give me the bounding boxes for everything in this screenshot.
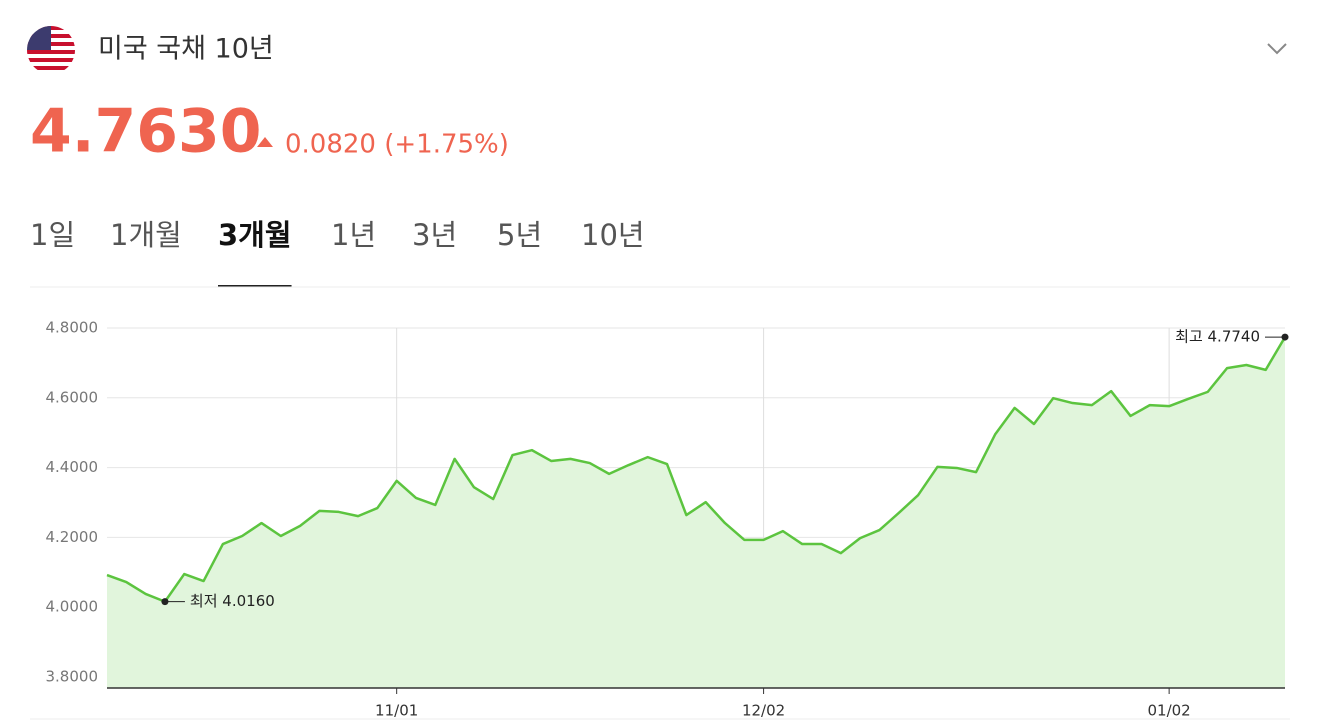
active-tab-underline	[218, 285, 292, 287]
tab[interactable]: 5년	[497, 218, 542, 252]
tab[interactable]: 3년	[412, 218, 457, 252]
up-arrow	[257, 137, 273, 147]
tab[interactable]: 1년	[331, 218, 376, 252]
y-tick-label: 4.4000	[46, 458, 99, 476]
dropdown-chevron[interactable]	[1267, 43, 1287, 55]
line	[106, 336, 1287, 603]
change: 0.0820 (+1.75%)	[285, 130, 509, 160]
area-fill	[107, 337, 1285, 688]
annotation: 최고 4.7740	[1175, 328, 1260, 346]
y-tick-label: 4.0000	[46, 598, 99, 616]
tab[interactable]: 3개월	[218, 218, 292, 252]
title: 미국 국채 10년	[98, 34, 274, 65]
x-tick-label: 12/02	[742, 702, 785, 720]
x-tick-label: 11/01	[375, 702, 418, 720]
annotation: 최저 4.0160	[190, 592, 275, 610]
y-tick-label: 3.8000	[46, 668, 99, 686]
tab[interactable]: 10년	[581, 218, 645, 252]
y-tick-label: 4.6000	[46, 388, 99, 406]
tab[interactable]: 1개월	[110, 218, 182, 252]
y-tick-label: 4.2000	[46, 528, 99, 546]
x-tick-label: 01/02	[1148, 702, 1191, 720]
y-tick-label: 4.8000	[46, 319, 99, 337]
tab[interactable]: 1일	[30, 218, 75, 252]
us-flag	[27, 26, 75, 74]
price: 4.7630	[30, 97, 262, 167]
